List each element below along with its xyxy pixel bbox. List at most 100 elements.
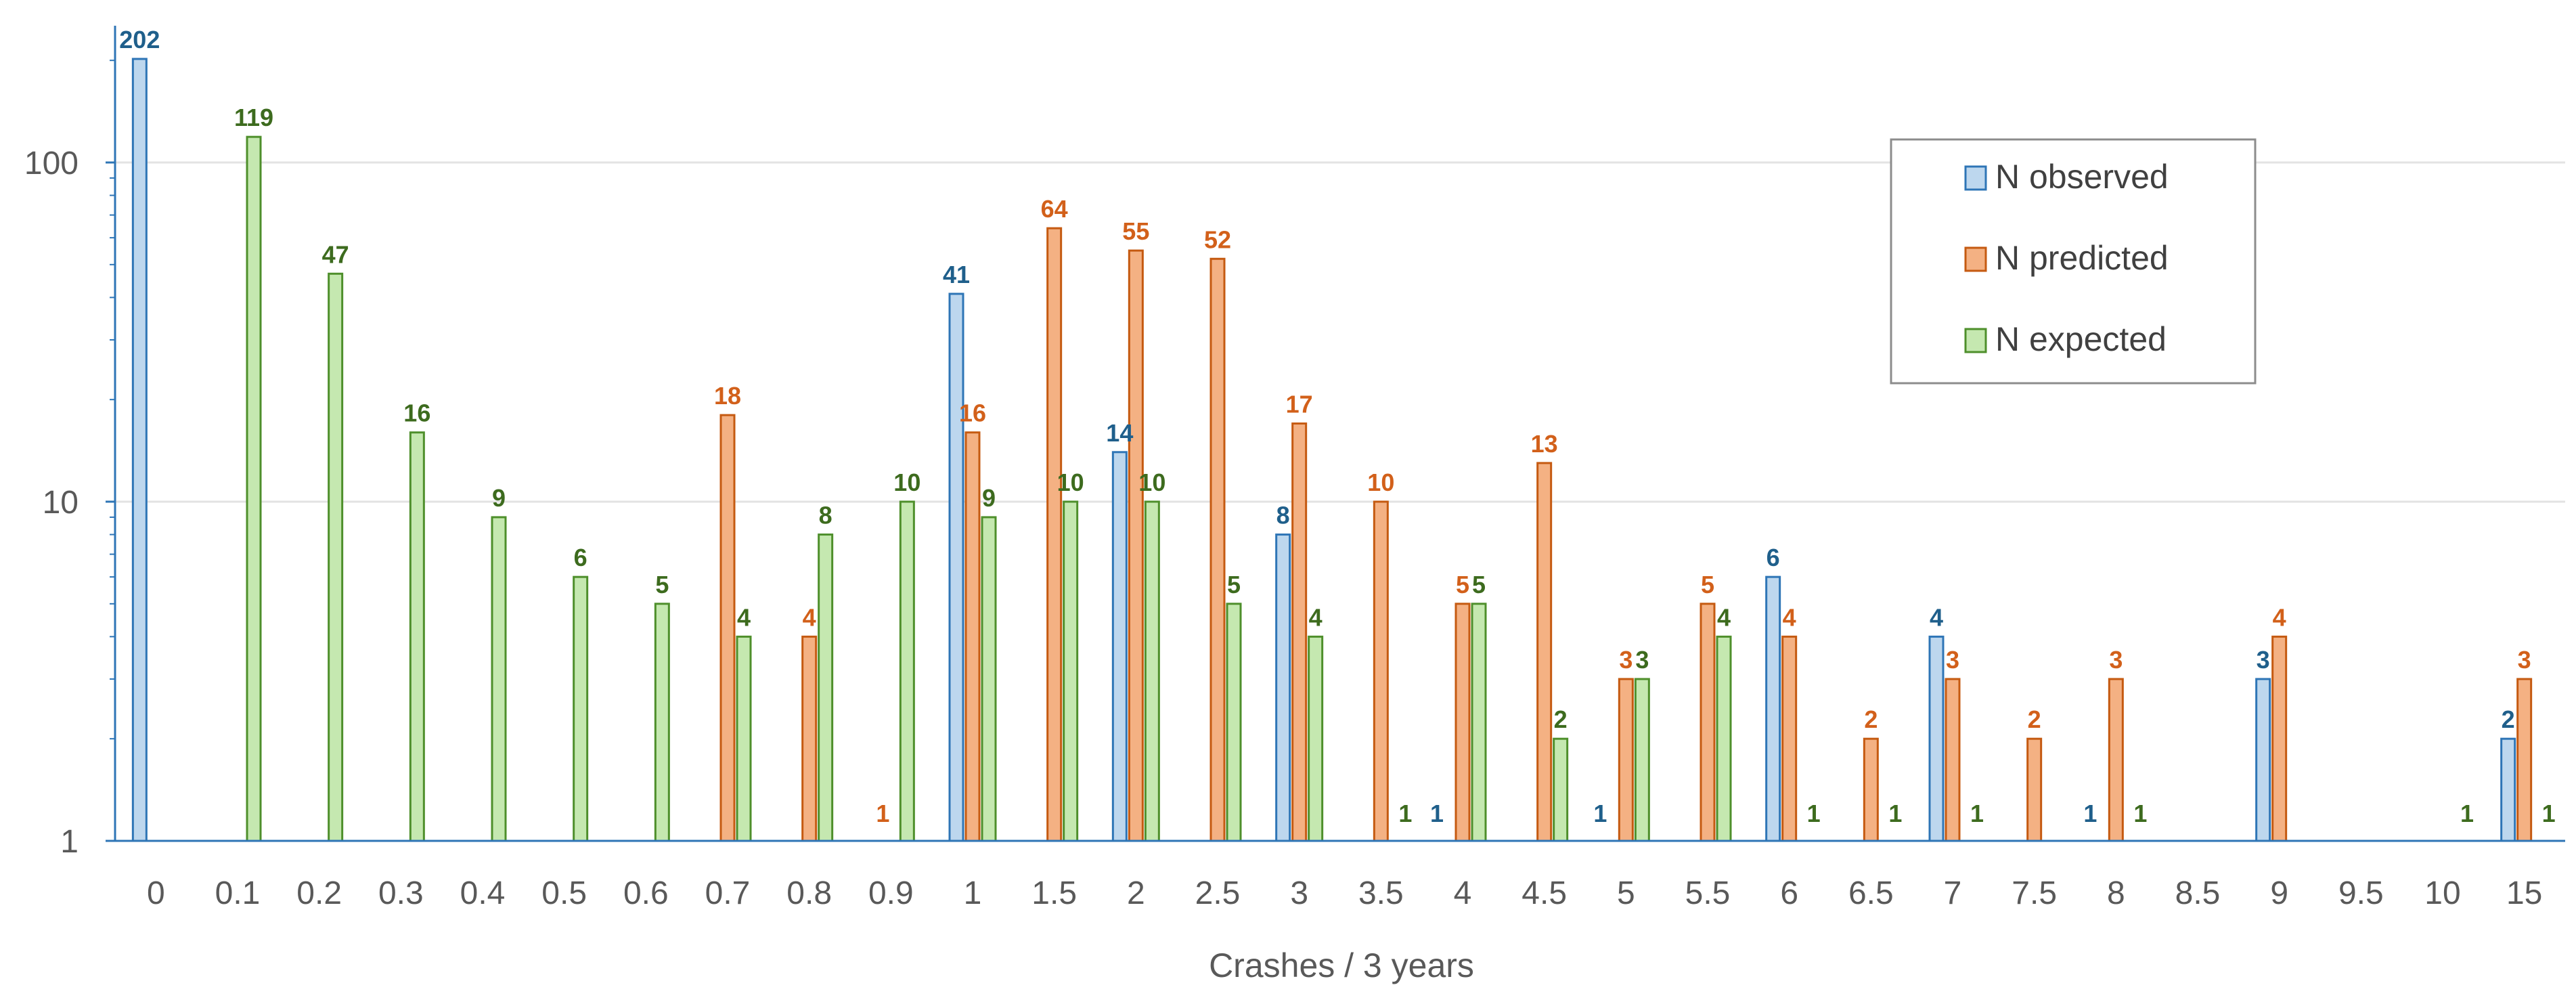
bar-n-predicted bbox=[1863, 737, 1879, 842]
bar-n-expected bbox=[1144, 500, 1160, 842]
data-label: 10 bbox=[1367, 469, 1394, 496]
bar-n-observed bbox=[2500, 737, 2516, 842]
data-label: 14 bbox=[1106, 419, 1133, 447]
bar-n-predicted bbox=[1454, 603, 1471, 842]
legend-box bbox=[1890, 138, 2257, 385]
x-tick-label: 7.5 bbox=[2012, 875, 2057, 911]
data-label: 3 bbox=[2257, 646, 2270, 674]
bar-n-predicted bbox=[1291, 422, 1308, 842]
data-label: 6 bbox=[574, 544, 587, 571]
data-label: 4 bbox=[1717, 603, 1731, 631]
x-tick-label: 7 bbox=[1944, 875, 1962, 911]
bar-n-predicted bbox=[2516, 678, 2533, 842]
data-label: 4 bbox=[1930, 603, 1943, 631]
bars bbox=[131, 58, 2533, 842]
bar-n-expected bbox=[1471, 603, 1487, 842]
x-tick-label: 2.5 bbox=[1195, 875, 1241, 911]
y-tick-label: 100 bbox=[24, 146, 79, 181]
data-label: 64 bbox=[1041, 195, 1068, 223]
bar-n-observed bbox=[1928, 635, 1945, 842]
data-label: 3 bbox=[1619, 646, 1633, 674]
data-label: 2 bbox=[1864, 705, 1878, 733]
bar-n-expected bbox=[1634, 678, 1650, 842]
data-label: 41 bbox=[943, 261, 970, 288]
data-label: 10 bbox=[1057, 469, 1084, 496]
x-tick-label: 15 bbox=[2506, 875, 2542, 911]
data-label: 9 bbox=[492, 484, 506, 512]
data-label: 2 bbox=[2502, 705, 2515, 733]
x-axis-title: Crashes / 3 years bbox=[1209, 946, 1474, 984]
y-tick-label: 10 bbox=[43, 485, 79, 521]
data-label: 1 bbox=[2133, 800, 2147, 827]
bar-n-predicted bbox=[719, 414, 736, 842]
bar-n-predicted bbox=[1209, 257, 1226, 842]
x-tick-label: 3.5 bbox=[1358, 875, 1404, 911]
x-tick-label: 3 bbox=[1290, 875, 1308, 911]
data-label: 13 bbox=[1531, 430, 1558, 458]
data-label: 17 bbox=[1286, 391, 1313, 418]
data-label: 16 bbox=[403, 399, 430, 427]
data-label: 8 bbox=[1276, 502, 1290, 529]
legend: N observed N predicted N expected bbox=[1890, 138, 2257, 385]
bar-n-expected bbox=[328, 272, 344, 842]
x-tick-label: 2 bbox=[1127, 875, 1145, 911]
x-tick-label: 1.5 bbox=[1031, 875, 1077, 911]
data-label: 2 bbox=[2028, 705, 2041, 733]
x-tick-label: 5.5 bbox=[1685, 875, 1731, 911]
bar-n-expected bbox=[1063, 500, 1079, 842]
data-label: 3 bbox=[2109, 646, 2123, 674]
bar-n-predicted bbox=[2108, 678, 2124, 842]
x-tick-label: 5 bbox=[1617, 875, 1635, 911]
bar-n-predicted bbox=[1618, 678, 1634, 842]
data-label: 1 bbox=[1888, 800, 1902, 827]
x-tick-label: 0.9 bbox=[868, 875, 914, 911]
bar-n-expected bbox=[1716, 635, 1732, 842]
data-label: 5 bbox=[1227, 571, 1241, 598]
data-label: 10 bbox=[1138, 469, 1165, 496]
y-tick-label: 1 bbox=[60, 824, 79, 860]
data-label: 4 bbox=[737, 603, 751, 631]
x-tick-label: 0.6 bbox=[623, 875, 669, 911]
bar-n-expected bbox=[899, 500, 915, 842]
axes: 1 10 100 0 0.1 0.2 0.3 0.4 0.5 0.6 0.7 0.8 0.9 1 1.5 2 2… bbox=[24, 26, 2565, 911]
bar-n-observed bbox=[1765, 575, 1781, 842]
data-label: 5 bbox=[1456, 571, 1469, 598]
bar-n-predicted bbox=[2026, 737, 2043, 842]
x-tick-label: 4.5 bbox=[1522, 875, 1567, 911]
data-label: 119 bbox=[234, 104, 273, 131]
bar-n-expected bbox=[736, 635, 752, 842]
x-tick-label: 10 bbox=[2424, 875, 2460, 911]
x-tick-label: 0.8 bbox=[786, 875, 832, 911]
x-tick-label: 0 bbox=[147, 875, 165, 911]
bar-n-observed bbox=[1111, 451, 1128, 842]
data-label: 55 bbox=[1122, 217, 1149, 245]
data-label: 10 bbox=[893, 469, 920, 496]
bar-n-expected bbox=[491, 516, 507, 842]
legend-label: N predicted bbox=[1995, 239, 2169, 277]
bar-n-observed bbox=[1275, 533, 1291, 842]
data-label: 47 bbox=[322, 240, 349, 268]
bar-n-predicted bbox=[1128, 249, 1144, 842]
bar-n-predicted bbox=[1046, 227, 1063, 842]
data-label: 18 bbox=[714, 382, 741, 410]
data-label: 4 bbox=[803, 603, 816, 631]
data-label: 1 bbox=[1398, 800, 1412, 827]
x-tick-label: 4 bbox=[1454, 875, 1472, 911]
bar-n-observed bbox=[948, 292, 964, 842]
bar-n-expected bbox=[1226, 603, 1242, 842]
x-tick-label: 0.7 bbox=[705, 875, 751, 911]
data-label: 5 bbox=[1472, 571, 1486, 598]
x-tick-label: 1 bbox=[964, 875, 982, 911]
x-tick-label: 8.5 bbox=[2175, 875, 2221, 911]
data-label: 6 bbox=[1767, 544, 1780, 571]
bar-n-predicted bbox=[2271, 635, 2288, 842]
legend-swatch bbox=[1964, 328, 1987, 353]
bar-n-expected bbox=[409, 431, 425, 842]
data-label: 52 bbox=[1204, 225, 1231, 253]
x-tick-label: 0.4 bbox=[460, 875, 506, 911]
bar-n-expected bbox=[1553, 737, 1569, 842]
bar-n-predicted bbox=[801, 635, 818, 842]
data-label: 1 bbox=[1970, 800, 1984, 827]
